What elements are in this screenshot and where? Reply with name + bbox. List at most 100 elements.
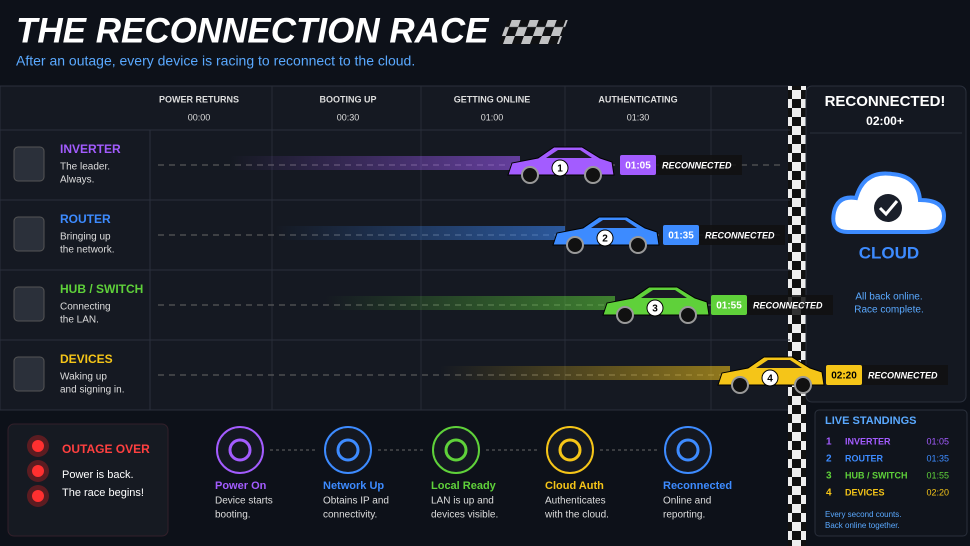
cloud-label: CLOUD <box>859 243 919 262</box>
standing-name: HUB / SWITCH <box>845 470 908 480</box>
phase-label: BOOTING UP <box>319 94 376 104</box>
led <box>32 465 44 477</box>
standings-panel <box>814 409 968 537</box>
step-icon <box>324 426 372 474</box>
device-icon <box>13 286 45 322</box>
outage-panel <box>7 423 169 537</box>
device-icon <box>13 146 45 182</box>
time-badge <box>711 295 747 315</box>
phase-time: 00:30 <box>337 112 360 122</box>
speed-streak <box>325 296 615 310</box>
standing-name: INVERTER <box>845 436 891 446</box>
step-glyph <box>558 438 582 462</box>
wheel <box>616 306 634 324</box>
step-icon <box>432 426 480 474</box>
step-desc: LAN is up and <box>431 496 494 507</box>
status: RECONNECTED <box>705 230 775 240</box>
wheel <box>679 306 697 324</box>
device-desc: Always. <box>60 175 94 186</box>
rank: 1 <box>826 437 832 448</box>
race-car: 3 <box>602 286 710 324</box>
finish-panel <box>805 85 967 403</box>
car-window <box>641 290 687 298</box>
status-badge <box>747 295 833 315</box>
car-window <box>591 220 637 228</box>
step-glyph <box>444 438 468 462</box>
step-desc: with the cloud. <box>544 510 609 521</box>
device-desc: The leader. <box>60 162 110 173</box>
step-desc: Obtains IP and <box>323 496 389 507</box>
step-title: Reconnected <box>663 480 732 492</box>
race-car: 1 <box>507 146 615 184</box>
step-desc: booting. <box>215 510 251 521</box>
phase-time: 00:00 <box>188 112 211 122</box>
race-car: 4 <box>717 356 825 394</box>
device-desc: the LAN. <box>60 315 99 326</box>
step-icon <box>216 426 264 474</box>
step-title: Network Up <box>323 480 384 492</box>
check-circle <box>874 194 902 222</box>
device-desc: the network. <box>60 245 114 256</box>
status-badge <box>656 155 742 175</box>
rank: 3 <box>826 471 832 482</box>
device-desc: Bringing up <box>60 232 111 243</box>
finish-time-label: 02:00+ <box>866 114 904 128</box>
car-number: 1 <box>557 164 563 175</box>
standing-time: 01:35 <box>926 453 949 463</box>
finish-note: Race complete. <box>854 305 923 316</box>
step-glyph <box>676 438 700 462</box>
finish-note: All back online. <box>855 292 922 303</box>
step-glyph <box>228 438 252 462</box>
car-number-disc <box>761 369 779 387</box>
finish-title: RECONNECTED! <box>825 93 946 110</box>
finish-time: 01:05 <box>625 161 651 172</box>
flag-icon <box>498 20 568 44</box>
step-desc: connectivity. <box>323 510 377 521</box>
time-badge <box>826 365 862 385</box>
speed-streak <box>275 226 565 240</box>
phase-label: AUTHENTICATING <box>598 94 677 104</box>
finish-time: 01:35 <box>668 231 694 242</box>
step-desc: Authenticates <box>545 496 606 507</box>
race-car: 2 <box>552 216 660 254</box>
finish-time: 02:20 <box>831 371 857 382</box>
standing-time: 02:20 <box>926 487 949 497</box>
car-window <box>756 360 802 368</box>
step-icon <box>546 426 594 474</box>
phase-label: GETTING ONLINE <box>454 94 531 104</box>
subtitle: After an outage, every device is racing … <box>16 53 415 69</box>
device-name: INVERTER <box>60 142 121 156</box>
led <box>32 440 44 452</box>
rank: 4 <box>826 488 832 499</box>
status: RECONNECTED <box>868 370 938 380</box>
speed-streak <box>440 366 730 380</box>
status: RECONNECTED <box>753 300 823 310</box>
device-name: ROUTER <box>60 212 111 226</box>
standing-name: ROUTER <box>845 453 884 463</box>
track <box>0 85 791 411</box>
device-desc: Waking up <box>60 372 107 383</box>
standings-title: LIVE STANDINGS <box>825 415 916 427</box>
led <box>32 490 44 502</box>
phase-time: 01:00 <box>481 112 504 122</box>
step-title: Cloud Auth <box>545 480 604 492</box>
step-glyph <box>336 438 360 462</box>
outage-line: The race begins! <box>62 487 144 499</box>
status-badge <box>862 365 948 385</box>
status-badge <box>699 225 785 245</box>
step-desc: Device starts <box>215 496 273 507</box>
device-name: DEVICES <box>60 352 113 366</box>
title: THE RECONNECTION RACE <box>16 11 490 50</box>
rank: 2 <box>826 454 832 465</box>
wheel <box>629 236 647 254</box>
outage-line: Power is back. <box>62 469 134 481</box>
wheel <box>521 166 539 184</box>
wheel <box>566 236 584 254</box>
car-number-disc <box>551 159 569 177</box>
car-number: 4 <box>767 374 773 385</box>
status: RECONNECTED <box>662 160 732 170</box>
standing-time: 01:05 <box>926 436 949 446</box>
time-badge <box>620 155 656 175</box>
check-mark <box>878 200 899 217</box>
